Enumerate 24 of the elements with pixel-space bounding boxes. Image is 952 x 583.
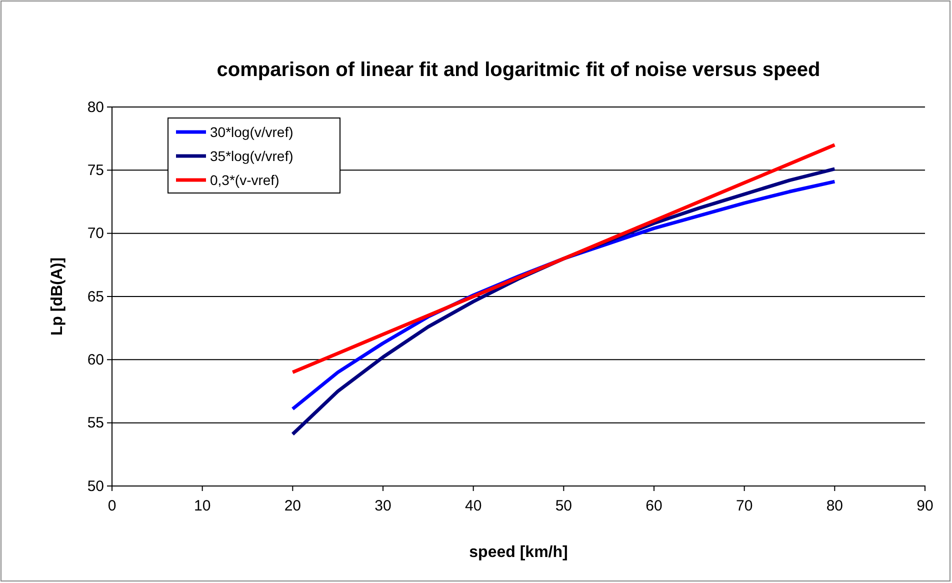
legend-label: 30*log(v/vref) — [210, 124, 294, 140]
x-tick-label: 50 — [555, 498, 572, 514]
x-axis-title: speed [km/h] — [469, 544, 568, 561]
x-tick-label: 10 — [194, 498, 211, 514]
x-tick-label: 80 — [826, 498, 844, 514]
y-tick-label: 70 — [87, 225, 104, 242]
y-tick-label: 80 — [87, 98, 104, 116]
line-series — [290, 143, 836, 374]
chart-title: comparison of linear fit and logaritmic fit of noise versus speed — [216, 59, 820, 81]
x-tick-label: 0 — [108, 498, 116, 514]
y-tick-label: 75 — [87, 162, 104, 179]
legend-label: 0,3*(v-vref) — [210, 172, 280, 188]
x-tick-label: 90 — [916, 498, 934, 514]
x-tick-label: 60 — [646, 498, 662, 514]
y-tick-label: 50 — [87, 478, 104, 495]
x-tick-label: 40 — [464, 498, 482, 514]
y-axis-title: Lp [dB(A)] — [49, 257, 66, 336]
x-tick-label: 30 — [374, 498, 392, 514]
x-tick-label: 20 — [284, 498, 302, 514]
legend-label: 35*log(v/vref) — [210, 148, 294, 164]
y-tick-label: 55 — [87, 414, 104, 432]
y-tick-label: 65 — [87, 288, 104, 306]
y-tick-label: 60 — [87, 351, 104, 368]
x-tick-label: 70 — [736, 498, 753, 514]
